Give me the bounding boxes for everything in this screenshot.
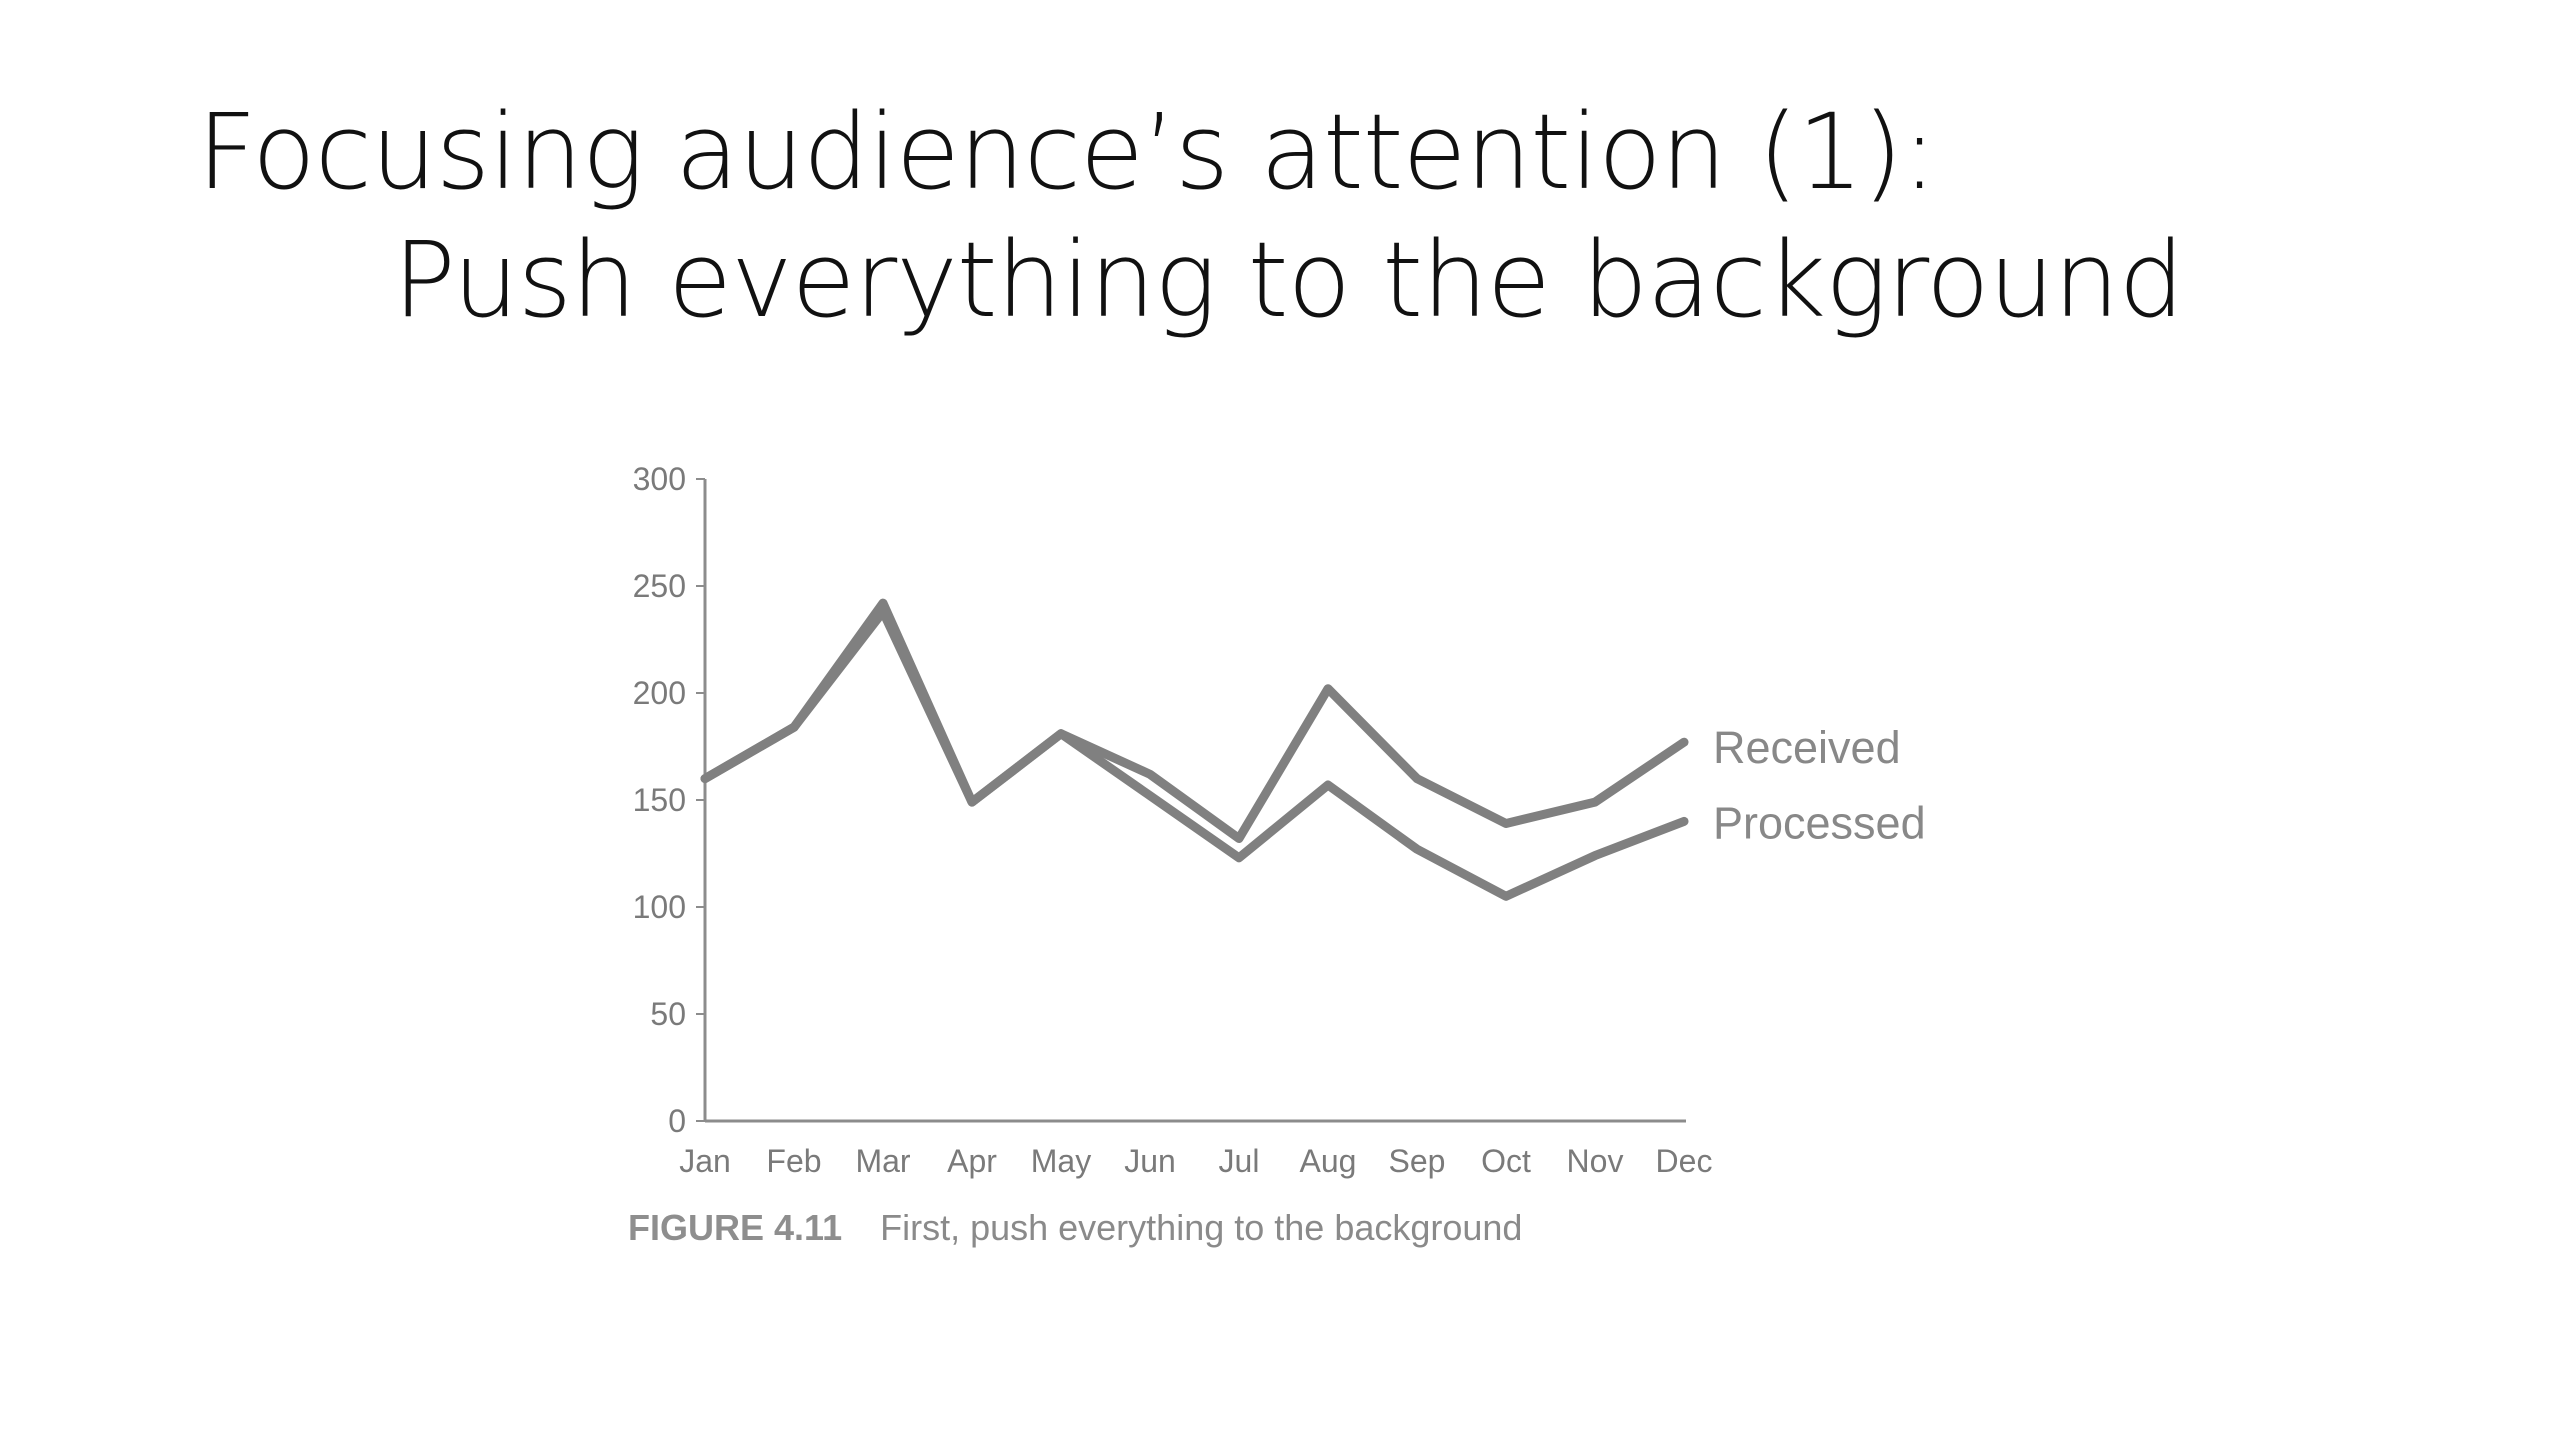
x-tick-label: Jan [679, 1143, 731, 1179]
x-tick-label: Aug [1300, 1143, 1357, 1179]
slide-title-line-1: Focusing audience’s attention (1): [197, 91, 1937, 213]
y-tick-label: 300 [633, 461, 686, 497]
chart-axes: 0 50 100 150 200 250 300 Jan Feb Mar Apr May Jun Jul A… [633, 461, 1713, 1179]
series-label-received: Received [1713, 722, 1901, 773]
series-line-processed [700, 607, 1689, 901]
slide-title-line-2: Push everything to the background [393, 219, 2184, 341]
x-tick-label: Feb [766, 1143, 821, 1179]
y-tick-label: 200 [633, 675, 686, 711]
x-tick-label: Jun [1124, 1143, 1176, 1179]
x-tick-label: Jul [1219, 1143, 1260, 1179]
figure-caption-text: First, push everything to the background [880, 1207, 1523, 1248]
series-label-processed: Processed [1713, 797, 1926, 848]
y-tick-label: 100 [633, 889, 686, 925]
series-line-received [700, 598, 1689, 843]
x-tick-label: Sep [1389, 1143, 1446, 1179]
x-tick-label: Dec [1656, 1143, 1713, 1179]
y-tick-label: 150 [633, 782, 686, 818]
x-tick-label: Oct [1481, 1143, 1531, 1179]
x-tick-label: Mar [855, 1143, 910, 1179]
y-tick-label: 250 [633, 568, 686, 604]
chart-labels: Received Processed [1713, 722, 1926, 848]
chart-series [700, 598, 1689, 901]
x-tick-label: May [1031, 1143, 1091, 1179]
slide-title: Focusing audience’s attention (1): Push … [197, 88, 2397, 344]
figure-caption: FIGURE 4.11 First, push everything to the… [628, 1207, 1522, 1249]
x-tick-label: Nov [1567, 1143, 1624, 1179]
y-tick-label: 50 [650, 996, 686, 1032]
y-tick-label: 0 [668, 1103, 686, 1139]
x-tick-label: Apr [947, 1143, 997, 1179]
figure-number: FIGURE 4.11 [628, 1207, 843, 1248]
